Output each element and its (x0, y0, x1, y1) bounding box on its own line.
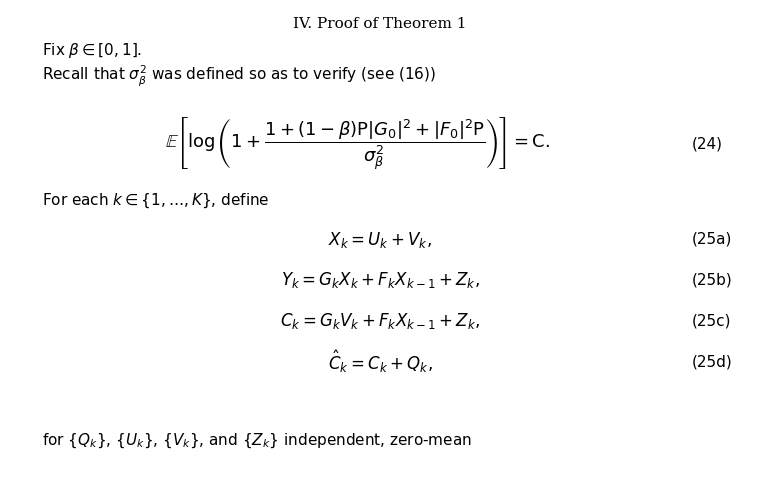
Text: Fix $\beta \in [0, 1].$: Fix $\beta \in [0, 1].$ (42, 41, 142, 60)
Text: $C_k = G_k V_k + F_k X_{k-1} + Z_k,$: $C_k = G_k V_k + F_k X_{k-1} + Z_k,$ (280, 311, 480, 331)
Text: $\mathbb{E}\left[\log\left(1 + \dfrac{1 + (1-\beta)\mathrm{P}|G_0|^2 + |F_0|^2\m: $\mathbb{E}\left[\log\left(1 + \dfrac{1 … (165, 115, 549, 172)
Text: (25b): (25b) (692, 273, 733, 288)
Text: $Y_k = G_k X_k + F_k X_{k-1} + Z_k,$: $Y_k = G_k X_k + F_k X_{k-1} + Z_k,$ (280, 270, 480, 290)
Text: (25d): (25d) (692, 354, 733, 369)
Text: For each $k \in \{1, \ldots, K\}$, define: For each $k \in \{1, \ldots, K\}$, defin… (42, 192, 269, 210)
Text: for $\{Q_k\}$, $\{U_k\}$, $\{V_k\}$, and $\{Z_k\}$ independent, zero-mean: for $\{Q_k\}$, $\{U_k\}$, $\{V_k\}$, and… (42, 432, 471, 450)
Text: $X_k = U_k + V_k,$: $X_k = U_k + V_k,$ (328, 229, 432, 250)
Text: $\hat{C}_k = C_k + Q_k,$: $\hat{C}_k = C_k + Q_k,$ (328, 348, 432, 375)
Text: Recall that $\sigma_{\beta}^{2}$ was defined so as to verify (see (16)): Recall that $\sigma_{\beta}^{2}$ was def… (42, 64, 436, 89)
Text: IV. Proof of Theorem 1: IV. Proof of Theorem 1 (293, 17, 467, 31)
Text: (24): (24) (692, 136, 723, 151)
Text: (25c): (25c) (692, 313, 731, 329)
Text: (25a): (25a) (692, 232, 732, 247)
